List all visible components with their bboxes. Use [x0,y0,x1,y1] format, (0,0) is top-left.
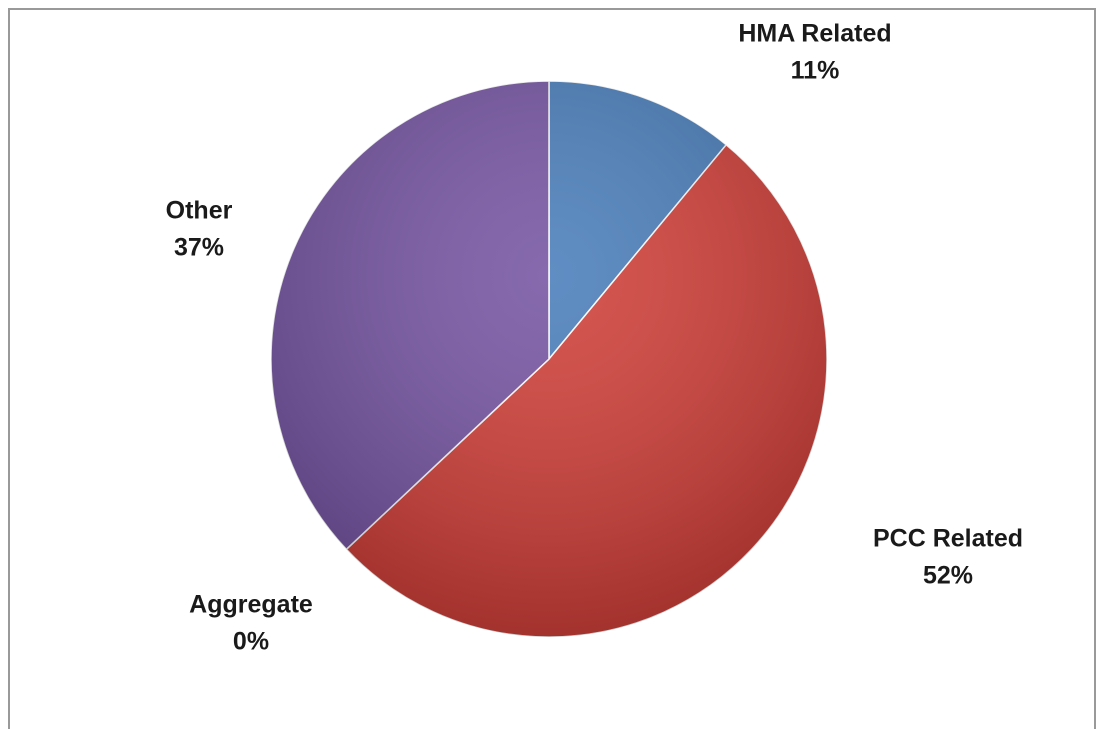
slice-value-label: 37% [174,234,224,262]
slice-value-label: 52% [923,562,973,590]
slice-value-label: 11% [791,57,840,85]
slice-value-label: 0% [233,628,269,656]
slice-label: HMA Related [738,20,891,48]
slice-label: Aggregate [189,591,313,619]
frame [8,8,1096,729]
slice-label: Other [166,197,233,225]
slice-label: PCC Related [873,525,1023,553]
